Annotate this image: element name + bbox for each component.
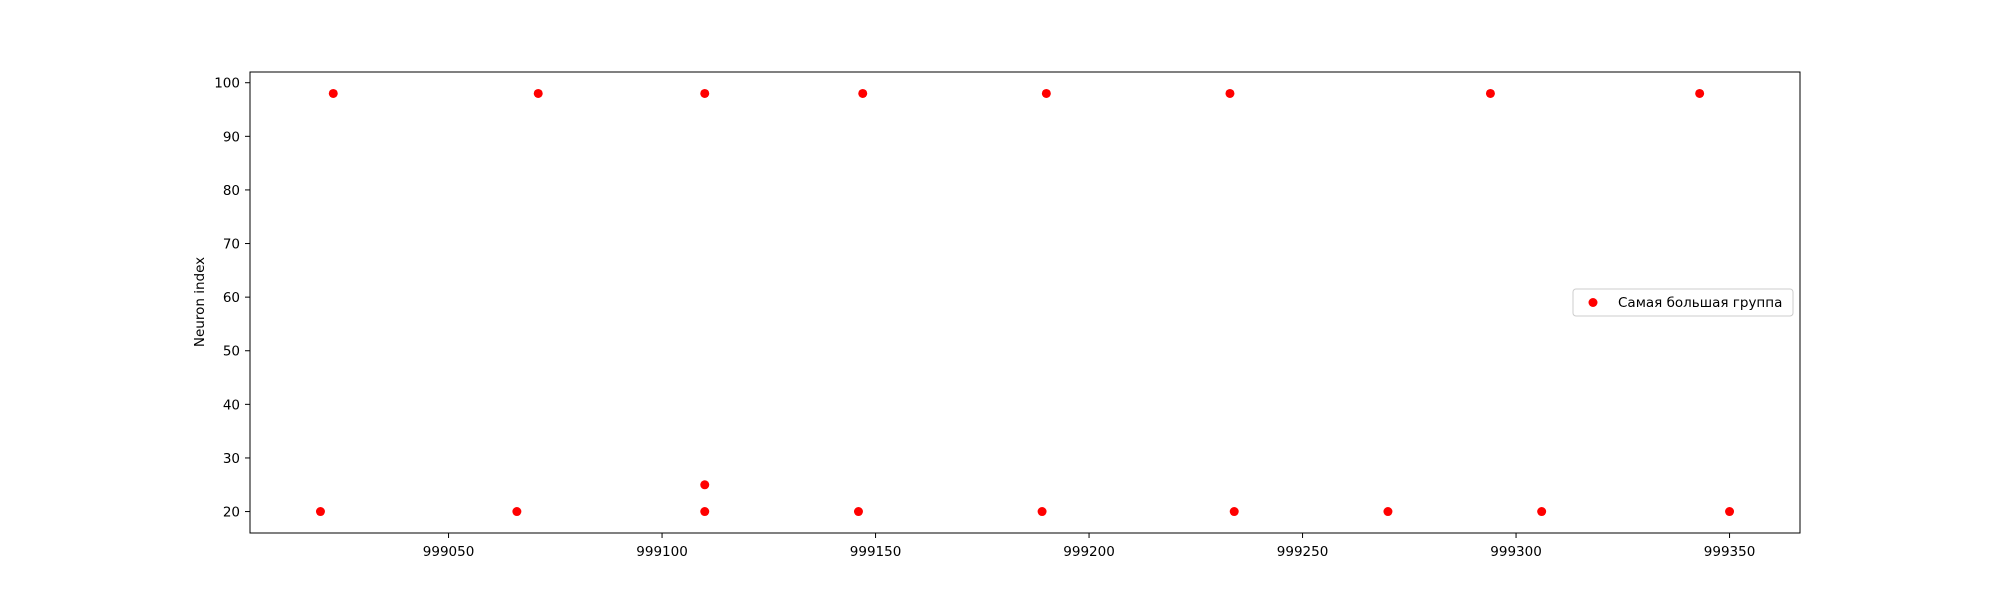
data-point xyxy=(512,507,522,517)
x-tick-label: 999050 xyxy=(423,544,475,560)
data-point xyxy=(1037,507,1047,517)
data-point xyxy=(1695,88,1705,98)
data-point xyxy=(858,88,868,98)
y-axis: 20 30 40 50 60 70 80 90 100 xyxy=(214,76,250,521)
y-tick-label: 100 xyxy=(214,76,240,92)
legend-marker xyxy=(1588,298,1598,307)
data-point xyxy=(315,507,325,517)
legend: Самая большая группа xyxy=(1572,288,1794,317)
data-point xyxy=(1041,88,1051,98)
y-tick-label: 20 xyxy=(223,505,240,521)
data-point xyxy=(1225,88,1235,98)
data-point xyxy=(1485,88,1495,98)
y-tick-label: 80 xyxy=(223,183,240,199)
data-point xyxy=(533,88,543,98)
x-axis: 999050 999100 999150 999200 999250 999300 9993… xyxy=(423,533,1756,560)
y-tick-label: 50 xyxy=(223,344,240,360)
legend-box xyxy=(1572,288,1794,317)
y-tick-label: 40 xyxy=(223,397,240,413)
x-tick-label: 999200 xyxy=(1063,544,1115,560)
x-tick-label: 999150 xyxy=(850,544,902,560)
y-tick-label: 90 xyxy=(223,129,240,145)
plot-frame xyxy=(249,71,1801,534)
y-axis-label: Neuron index xyxy=(192,257,208,347)
data-points xyxy=(315,88,1735,517)
data-point xyxy=(328,88,338,98)
x-tick-label: 999350 xyxy=(1704,544,1756,560)
data-point xyxy=(700,88,710,98)
data-point xyxy=(853,507,863,517)
y-tick-label: 30 xyxy=(223,451,240,467)
data-point xyxy=(1725,507,1735,517)
data-point xyxy=(700,480,710,490)
y-tick-label: 60 xyxy=(223,290,240,306)
y-tick-label: 70 xyxy=(223,237,240,253)
data-point xyxy=(1537,507,1547,517)
x-tick-label: 999300 xyxy=(1490,544,1542,560)
x-tick-label: 999100 xyxy=(636,544,688,560)
data-point xyxy=(1229,507,1239,517)
x-tick-label: 999250 xyxy=(1277,544,1329,560)
legend-entry-label: Самая большая группа xyxy=(1618,295,1782,311)
data-point xyxy=(700,507,710,517)
data-point xyxy=(1383,507,1393,517)
